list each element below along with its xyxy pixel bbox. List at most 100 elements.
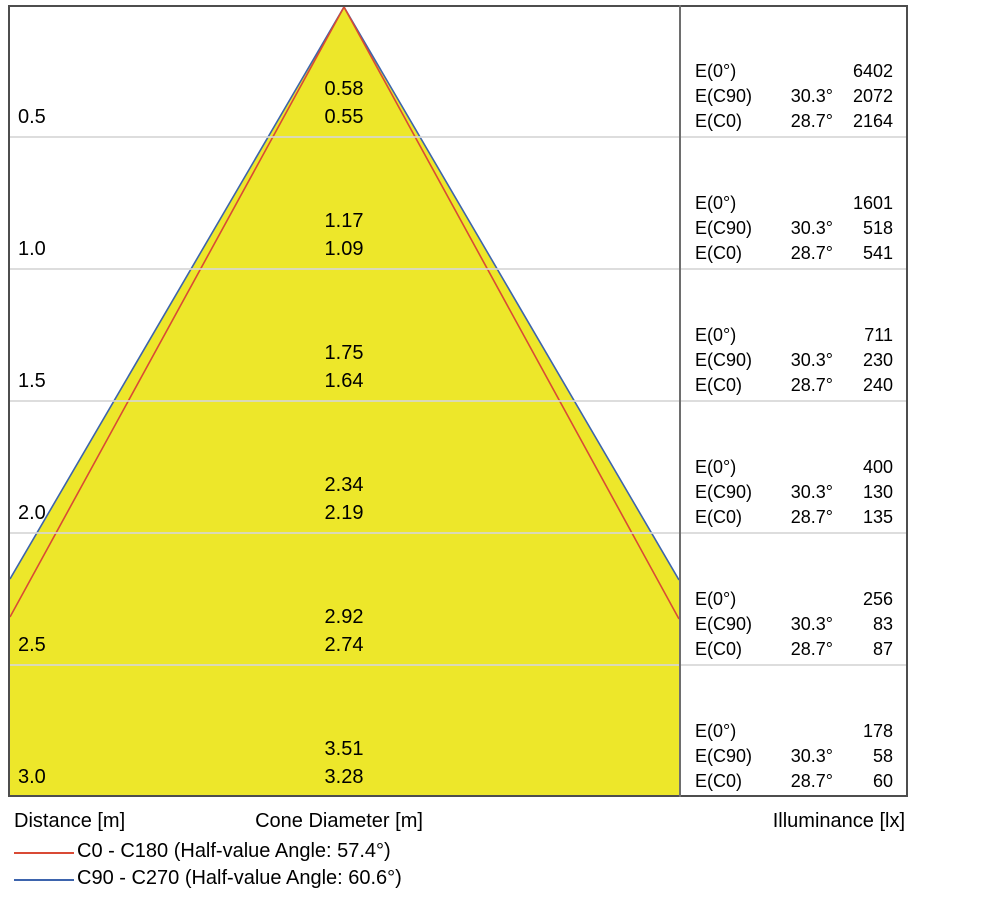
illuminance-block: E(0°) 711 E(C90) 30.3° 230 E(C0) 28.7° 2… bbox=[695, 323, 893, 398]
ec90-value: 58 bbox=[872, 746, 893, 766]
ec0-row: E(C0) 28.7° 60 bbox=[695, 769, 893, 794]
e0-value: 178 bbox=[862, 721, 893, 741]
ec0-value: 541 bbox=[862, 243, 893, 263]
ec0-value: 60 bbox=[872, 771, 893, 791]
ec90-label: E(C90) bbox=[695, 218, 753, 238]
gridline bbox=[10, 664, 906, 666]
illuminance-block: E(0°) 6402 E(C90) 30.3° 2072 E(C0) 28.7°… bbox=[695, 59, 893, 134]
e0-value: 256 bbox=[862, 589, 893, 609]
cone-diameter-c0: 2.74 bbox=[324, 634, 364, 656]
ec0-label: E(C0) bbox=[695, 375, 743, 395]
illuminance-block: E(0°) 178 E(C90) 30.3° 58 E(C0) 28.7° 60 bbox=[695, 719, 893, 794]
illuminance-axis-title: Illuminance [lx] bbox=[772, 810, 905, 832]
ec90-label: E(C90) bbox=[695, 350, 753, 370]
distance-label: 2.0 bbox=[18, 502, 46, 524]
e0-label: E(0°) bbox=[695, 193, 737, 213]
c90-legend-label: C90 - C270 (Half-value Angle: 60.6°) bbox=[77, 867, 402, 889]
cone-diameter-c0: 1.64 bbox=[324, 370, 364, 392]
cone-diameter-c90: 1.17 bbox=[324, 210, 364, 232]
c90-beam-line bbox=[10, 7, 679, 581]
distance-label: 1.5 bbox=[18, 370, 46, 392]
c0-beam-line bbox=[10, 7, 679, 620]
ec90-label: E(C90) bbox=[695, 614, 753, 634]
c90-legend-line-swatch bbox=[14, 879, 74, 881]
ec90-value: 518 bbox=[862, 218, 893, 238]
ec0-label: E(C0) bbox=[695, 111, 743, 131]
ec0-angle: 28.7° bbox=[790, 639, 833, 659]
cone-diameter-values: 2.34 2.19 bbox=[264, 471, 424, 527]
ec0-angle: 28.7° bbox=[790, 111, 833, 131]
cone-diameter-values: 1.17 1.09 bbox=[264, 207, 424, 263]
ec90-angle: 30.3° bbox=[790, 614, 833, 634]
cone-diameter-values: 2.92 2.74 bbox=[264, 603, 424, 659]
e0-value: 1601 bbox=[852, 193, 893, 213]
e0-label: E(0°) bbox=[695, 721, 737, 741]
illuminance-block: E(0°) 400 E(C90) 30.3° 130 E(C0) 28.7° 1… bbox=[695, 455, 893, 530]
ec90-value: 2072 bbox=[852, 86, 893, 106]
ec0-row: E(C0) 28.7° 240 bbox=[695, 373, 893, 398]
distance-label: 3.0 bbox=[18, 766, 46, 788]
e0-value: 6402 bbox=[852, 61, 893, 81]
c0-legend-label: C0 - C180 (Half-value Angle: 57.4°) bbox=[77, 840, 391, 862]
distance-label: 1.0 bbox=[18, 238, 46, 260]
ec0-label: E(C0) bbox=[695, 771, 743, 791]
distance-axis-title: Distance [m] bbox=[14, 810, 126, 832]
ec90-angle: 30.3° bbox=[790, 218, 833, 238]
ec0-angle: 28.7° bbox=[790, 507, 833, 527]
ec0-row: E(C0) 28.7° 87 bbox=[695, 637, 893, 662]
cone-diameter-c90: 3.51 bbox=[324, 738, 364, 760]
illuminance-block: E(0°) 1601 E(C90) 30.3° 518 E(C0) 28.7° … bbox=[695, 191, 893, 266]
ec90-angle: 30.3° bbox=[790, 482, 833, 502]
e0-label: E(0°) bbox=[695, 325, 737, 345]
illuminance-block: E(0°) 256 E(C90) 30.3° 83 E(C0) 28.7° 87 bbox=[695, 587, 893, 662]
gridline bbox=[10, 136, 906, 138]
e0-row: E(0°) 400 bbox=[695, 455, 893, 480]
ec0-value: 2164 bbox=[852, 111, 893, 131]
ec90-value: 230 bbox=[862, 350, 893, 370]
distance-label: 2.5 bbox=[18, 634, 46, 656]
ec0-label: E(C0) bbox=[695, 639, 743, 659]
ec90-row: E(C90) 30.3° 2072 bbox=[695, 84, 893, 109]
ec0-value: 135 bbox=[862, 507, 893, 527]
cone-diameter-values: 1.75 1.64 bbox=[264, 339, 424, 395]
ec90-row: E(C90) 30.3° 518 bbox=[695, 216, 893, 241]
ec90-value: 130 bbox=[862, 482, 893, 502]
ec90-angle: 30.3° bbox=[790, 746, 833, 766]
ec90-row: E(C90) 30.3° 58 bbox=[695, 744, 893, 769]
cone-diameter-axis-title: Cone Diameter [m] bbox=[255, 810, 423, 832]
ec0-label: E(C0) bbox=[695, 507, 743, 527]
ec0-angle: 28.7° bbox=[790, 243, 833, 263]
ec0-value: 240 bbox=[862, 375, 893, 395]
e0-label: E(0°) bbox=[695, 589, 737, 609]
ec90-label: E(C90) bbox=[695, 86, 753, 106]
cone-diameter-c0: 3.28 bbox=[324, 766, 364, 788]
ec90-angle: 30.3° bbox=[790, 350, 833, 370]
e0-row: E(0°) 1601 bbox=[695, 191, 893, 216]
ec90-row: E(C90) 30.3° 83 bbox=[695, 612, 893, 637]
cone-diameter-c0: 1.09 bbox=[324, 238, 364, 260]
ec90-label: E(C90) bbox=[695, 746, 753, 766]
panel-divider bbox=[679, 5, 681, 797]
e0-row: E(0°) 6402 bbox=[695, 59, 893, 84]
ec0-row: E(C0) 28.7° 541 bbox=[695, 241, 893, 266]
cone-diameter-c90: 2.92 bbox=[324, 606, 364, 628]
ec0-angle: 28.7° bbox=[790, 771, 833, 791]
cone-diameter-c0: 2.19 bbox=[324, 502, 364, 524]
e0-row: E(0°) 711 bbox=[695, 323, 893, 348]
e0-label: E(0°) bbox=[695, 457, 737, 477]
ec90-row: E(C90) 30.3° 130 bbox=[695, 480, 893, 505]
e0-row: E(0°) 256 bbox=[695, 587, 893, 612]
e0-value: 711 bbox=[864, 325, 893, 345]
ec90-row: E(C90) 30.3° 230 bbox=[695, 348, 893, 373]
e0-label: E(0°) bbox=[695, 61, 737, 81]
cone-diameter-c0: 0.55 bbox=[324, 106, 364, 128]
e0-row: E(0°) 178 bbox=[695, 719, 893, 744]
ec0-value: 87 bbox=[872, 639, 893, 659]
gridline bbox=[10, 532, 906, 534]
gridline bbox=[10, 268, 906, 270]
ec0-row: E(C0) 28.7° 135 bbox=[695, 505, 893, 530]
ec0-row: E(C0) 28.7° 2164 bbox=[695, 109, 893, 134]
distance-label: 0.5 bbox=[18, 106, 46, 128]
ec90-label: E(C90) bbox=[695, 482, 753, 502]
